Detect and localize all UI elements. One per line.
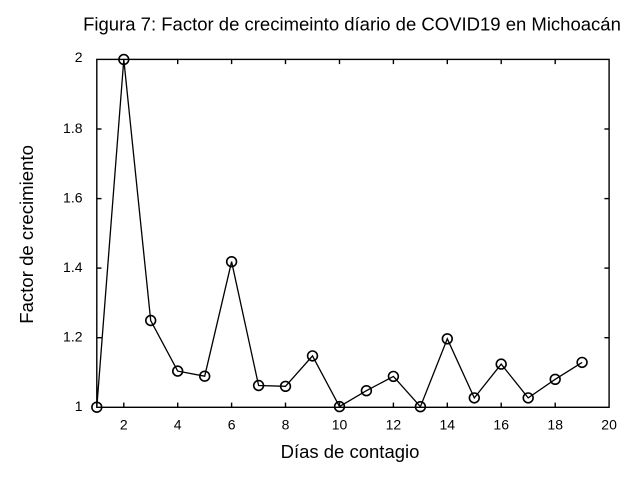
- svg-text:8: 8: [282, 416, 290, 432]
- svg-text:20: 20: [601, 416, 617, 432]
- svg-text:14: 14: [440, 416, 456, 432]
- svg-text:1: 1: [75, 398, 83, 414]
- svg-text:Días de contagio: Días de contagio: [281, 441, 420, 462]
- svg-text:2: 2: [120, 416, 128, 432]
- svg-text:4: 4: [174, 416, 182, 432]
- svg-text:18: 18: [547, 416, 563, 432]
- svg-text:2: 2: [75, 49, 83, 65]
- svg-text:Figura 7: Factor de crecimeint: Figura 7: Factor de crecimeinto díario d…: [83, 14, 621, 35]
- svg-text:1.2: 1.2: [63, 329, 83, 345]
- svg-text:1.8: 1.8: [63, 120, 83, 136]
- svg-text:16: 16: [493, 416, 509, 432]
- svg-text:6: 6: [228, 416, 236, 432]
- svg-text:Factor de crecimiento: Factor de crecimiento: [16, 145, 37, 324]
- svg-text:1.4: 1.4: [63, 259, 83, 275]
- svg-text:1.6: 1.6: [63, 189, 83, 205]
- svg-text:12: 12: [386, 416, 402, 432]
- svg-text:10: 10: [332, 416, 348, 432]
